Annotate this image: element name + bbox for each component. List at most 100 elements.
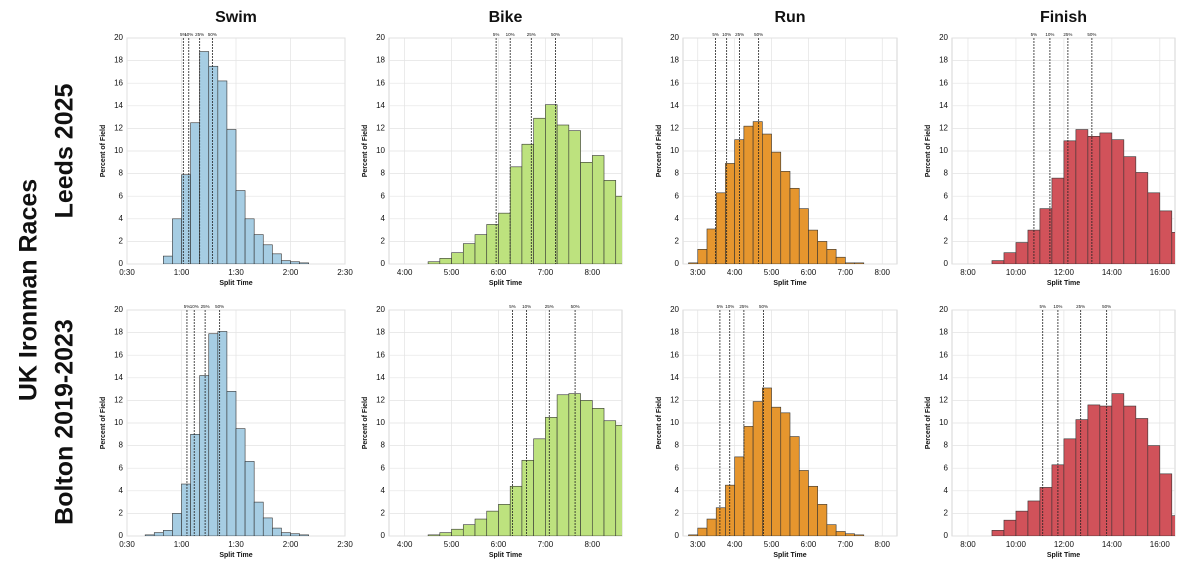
y-axis-label: Percent of Field xyxy=(656,125,663,178)
percentile-label: 5% xyxy=(1039,304,1046,309)
bar xyxy=(817,241,828,264)
x-tick-label: 10:00 xyxy=(1006,268,1027,277)
panel: 0 2 4 6 8 10 12 14 16 18 20 4:00 5:00 6:00 7:00 8:00 5% 1… xyxy=(362,304,623,559)
percentile-label: 5% xyxy=(493,32,500,37)
bar xyxy=(1135,172,1149,264)
bar xyxy=(1003,252,1017,264)
bar xyxy=(1123,156,1137,264)
bar xyxy=(591,408,605,536)
x-tick-label: 4:00 xyxy=(397,540,413,549)
x-axis-label: Split Time xyxy=(489,552,522,559)
bar xyxy=(1135,418,1149,536)
bar xyxy=(808,485,818,536)
y-tick-label: 10 xyxy=(939,418,948,427)
bar xyxy=(1063,140,1077,264)
bar xyxy=(262,517,273,536)
row-title: Bolton 2019-2023 xyxy=(51,319,79,525)
panel: 0 2 4 6 8 10 12 14 16 18 20 3:00 4:00 5:00 6:00 7:00 8:0… xyxy=(656,304,898,559)
bar xyxy=(199,51,210,264)
bar xyxy=(462,524,476,536)
y-tick-label: 0 xyxy=(675,259,680,268)
y-tick-label: 10 xyxy=(670,146,679,155)
y-tick-label: 8 xyxy=(119,169,124,178)
y-tick-label: 18 xyxy=(376,56,385,65)
y-axis-label: Percent of Field xyxy=(362,397,369,450)
x-tick-label: 2:00 xyxy=(283,540,299,549)
bar xyxy=(706,228,717,264)
x-tick-label: 6:00 xyxy=(491,540,507,549)
bar xyxy=(1027,500,1041,536)
x-tick-label: 8:00 xyxy=(960,268,976,277)
bar xyxy=(281,260,291,264)
bar xyxy=(299,262,309,264)
x-tick-label: 4:00 xyxy=(727,268,743,277)
x-axis-label: Split Time xyxy=(219,552,252,559)
y-tick-label: 0 xyxy=(119,259,124,268)
bar xyxy=(835,256,846,264)
bar xyxy=(743,125,754,264)
y-tick-label: 8 xyxy=(675,441,680,450)
bar xyxy=(826,524,837,536)
bar xyxy=(780,412,791,536)
bar xyxy=(1099,405,1113,536)
bar xyxy=(580,400,593,536)
bar xyxy=(272,253,282,264)
bar xyxy=(789,436,800,536)
bar xyxy=(697,527,708,536)
percentile-label: 10% xyxy=(1045,32,1054,37)
x-axis-label: Split Time xyxy=(773,280,806,287)
x-tick-label: 5:00 xyxy=(764,540,780,549)
y-tick-label: 18 xyxy=(376,328,385,337)
bar xyxy=(462,243,476,264)
x-tick-label: 5:00 xyxy=(444,268,460,277)
row-title: Leeds 2025 xyxy=(51,84,79,219)
bar xyxy=(181,174,191,264)
y-tick-label: 16 xyxy=(670,350,679,359)
percentile-label: 25% xyxy=(1076,304,1085,309)
bar xyxy=(1003,519,1017,536)
y-tick-label: 4 xyxy=(119,214,124,223)
y-tick-label: 12 xyxy=(670,396,679,405)
y-tick-label: 20 xyxy=(114,33,123,42)
bar xyxy=(556,124,570,264)
bar xyxy=(615,424,622,536)
percentile-label: 10% xyxy=(506,32,515,37)
x-tick-label: 16:00 xyxy=(1150,268,1171,277)
bar xyxy=(771,151,782,264)
panel: 0 2 4 6 8 10 12 14 16 18 20 8:00 10:00 12:00 14:00 16:0… xyxy=(925,32,1176,287)
bar xyxy=(845,262,855,264)
bar xyxy=(235,190,246,264)
y-axis-label: Percent of Field xyxy=(925,397,932,450)
y-axis-label: Percent of Field xyxy=(925,125,932,178)
bar xyxy=(190,433,200,536)
bar xyxy=(1051,177,1065,264)
bar xyxy=(474,518,488,536)
percentile-label: 10% xyxy=(522,304,531,309)
bar xyxy=(697,249,708,264)
bar xyxy=(262,244,273,264)
percentile-label: 25% xyxy=(545,304,554,309)
bar xyxy=(835,531,846,536)
bar xyxy=(771,406,782,536)
bar xyxy=(780,171,791,264)
bar xyxy=(1087,136,1101,264)
bar xyxy=(199,375,210,536)
bar xyxy=(486,510,499,536)
bar xyxy=(290,261,300,264)
bar xyxy=(533,438,546,536)
bar xyxy=(439,532,452,536)
bar xyxy=(991,260,1005,264)
x-tick-label: 2:00 xyxy=(283,268,299,277)
y-tick-label: 16 xyxy=(114,78,123,87)
bar xyxy=(1111,393,1125,536)
bar xyxy=(474,234,488,264)
bar xyxy=(533,117,546,264)
x-tick-label: 4:00 xyxy=(397,268,413,277)
x-tick-label: 0:30 xyxy=(119,540,135,549)
percentile-label: 10% xyxy=(725,304,734,309)
y-tick-label: 16 xyxy=(114,350,123,359)
panel: 0 2 4 6 8 10 12 14 16 18 20 0:30 1:00 1:30 2:00 2:30 5%1… xyxy=(100,304,353,559)
y-tick-label: 0 xyxy=(944,531,949,540)
bar xyxy=(451,528,464,536)
y-tick-label: 10 xyxy=(376,418,385,427)
